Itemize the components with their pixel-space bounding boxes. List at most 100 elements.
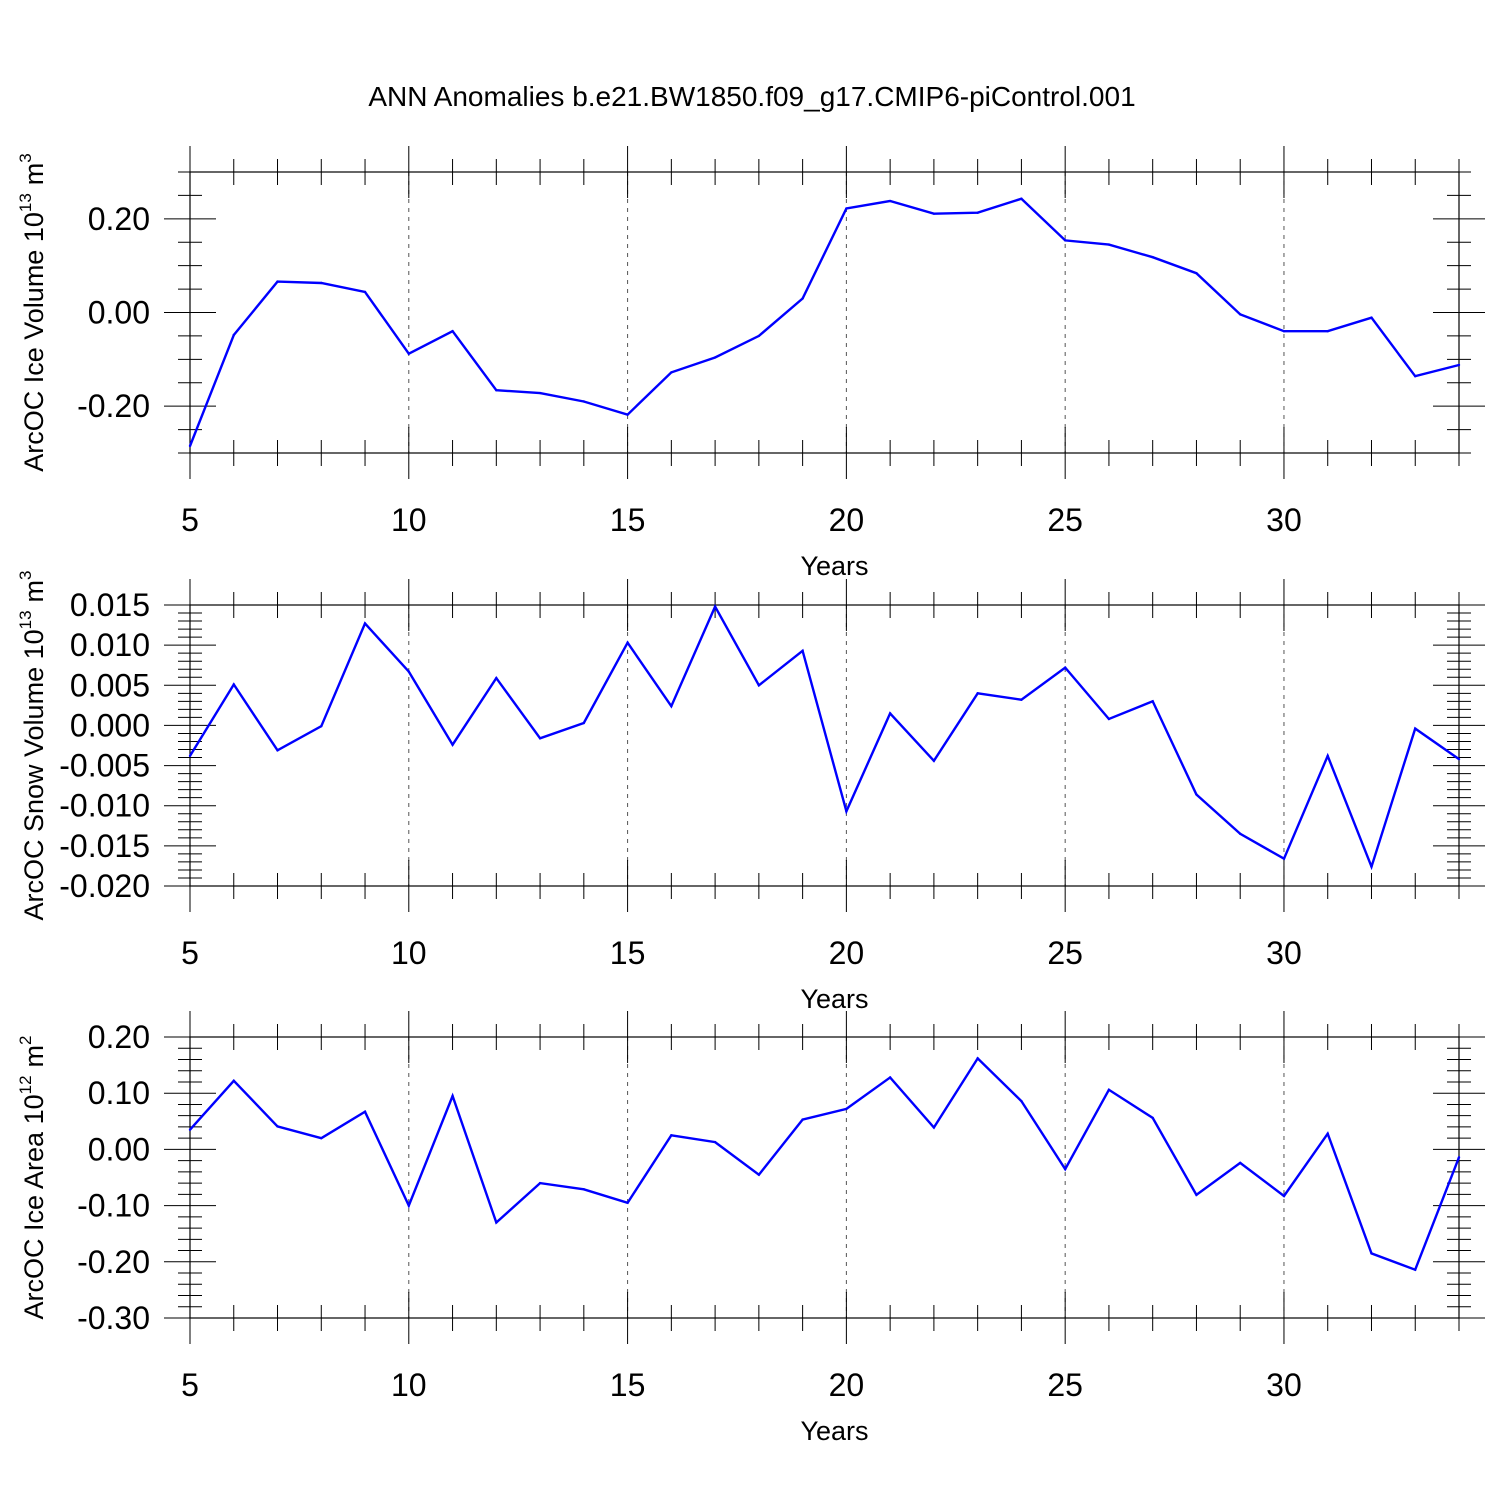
- y-tick-label: 0.010: [70, 627, 150, 663]
- data-point: [232, 333, 235, 337]
- data-point: [626, 641, 629, 644]
- data-point: [1020, 698, 1023, 701]
- y-tick-label: -0.005: [59, 748, 150, 784]
- data-point: [670, 371, 673, 374]
- data-point: [626, 1201, 629, 1204]
- data-point: [188, 754, 192, 758]
- data-point: [582, 400, 586, 403]
- x-tick-label: 20: [829, 935, 865, 971]
- data-point: [495, 1221, 498, 1224]
- x-tick-label: 15: [610, 935, 646, 971]
- data-point: [670, 1134, 673, 1137]
- data-point: [976, 1057, 979, 1060]
- data-point: [1239, 1161, 1242, 1165]
- panel-ice-volume: 5 10 15 20 25 30 -0.20 0.00 0.20 Years ArcOC Ice V…: [16, 146, 1485, 581]
- x-tick-label: 30: [1266, 935, 1302, 971]
- y-tick-label: 0.00: [88, 295, 150, 331]
- data-point: [1151, 700, 1154, 703]
- data-point: [582, 1188, 586, 1191]
- data-point: [932, 1126, 936, 1129]
- data-point: [1063, 1167, 1067, 1171]
- x-tick-label: 25: [1047, 935, 1083, 971]
- data-point: [976, 692, 979, 695]
- y-axis-label-unit-exponent: 3: [16, 570, 35, 579]
- data-point: [757, 1173, 761, 1176]
- y-tick-label: 0.10: [88, 1075, 150, 1111]
- plot-frame: [189, 171, 1460, 454]
- data-point: [757, 334, 761, 338]
- y-axis-label: ArcOC Ice Volume 1013 m3: [16, 153, 49, 472]
- data-point: [1107, 717, 1111, 721]
- data-point: [1063, 666, 1067, 669]
- y-tick-label: -0.30: [77, 1300, 150, 1336]
- data-point: [888, 199, 892, 203]
- y-tick-label: 0.005: [70, 667, 150, 703]
- x-tick-label: 30: [1266, 502, 1302, 538]
- x-tick-label: 10: [391, 935, 427, 971]
- data-point: [538, 391, 542, 395]
- data-point: [1151, 1116, 1154, 1120]
- data-point: [407, 670, 410, 673]
- data-point: [1195, 1193, 1198, 1197]
- panel-snow-volume: 5 10 15 20 25 30 -0.020 -0.015 -0.010 -0.005 0.000…: [16, 570, 1485, 1014]
- x-axis-label: Years: [800, 984, 868, 1014]
- x-tick-label: 30: [1266, 1367, 1302, 1403]
- main-title: ANN Anomalies b.e21.BW1850.f09_g17.CMIP6…: [368, 81, 1135, 112]
- data-point: [1107, 243, 1111, 246]
- series-line-ice-volume: [188, 197, 1460, 447]
- data-point: [1414, 1268, 1417, 1271]
- data-point: [1457, 757, 1461, 761]
- data-point: [232, 683, 235, 686]
- y-axis-label-text: ArcOC Snow Volume 10: [19, 629, 49, 920]
- y-tick-label: -0.20: [77, 388, 150, 424]
- data-point: [232, 1079, 235, 1083]
- data-point: [713, 1140, 717, 1144]
- plot-frame: [189, 604, 1460, 887]
- data-point: [276, 749, 279, 752]
- series-line-ice-area: [189, 1056, 1461, 1272]
- x-tick-label: 10: [391, 502, 427, 538]
- data-point: [1239, 832, 1242, 836]
- x-tick-label: 15: [610, 502, 646, 538]
- data-point: [1020, 1099, 1023, 1103]
- data-point: [320, 281, 323, 285]
- y-axis-label-unit-exponent: 3: [16, 153, 35, 162]
- data-point: [1326, 330, 1329, 333]
- x-axis-label: Years: [800, 1416, 868, 1446]
- data-point: [1282, 857, 1286, 860]
- data-point: [363, 290, 367, 294]
- x-tick-label: 20: [829, 1367, 865, 1403]
- data-point: [932, 212, 936, 215]
- y-axis-label-exponent: 13: [16, 193, 35, 212]
- data-point: [801, 1118, 804, 1121]
- data-point: [888, 712, 892, 715]
- x-tick-label: 5: [181, 1367, 199, 1403]
- data-point: [1282, 1194, 1286, 1198]
- data-point: [626, 413, 629, 416]
- x-tick-label: 20: [829, 502, 865, 538]
- y-tick-label: 0.000: [70, 707, 150, 743]
- data-point: [276, 1125, 279, 1128]
- data-point: [932, 759, 936, 762]
- data-point: [320, 725, 323, 728]
- y-axis-label-exponent: 13: [16, 610, 35, 629]
- data-point: [1020, 197, 1023, 200]
- data-point: [1239, 313, 1242, 316]
- data-point: [495, 389, 498, 392]
- data-point: [188, 444, 192, 448]
- data-point: [495, 676, 498, 680]
- x-tick-label: 25: [1047, 1367, 1083, 1403]
- data-point: [1063, 239, 1067, 242]
- y-tick-label: 0.20: [88, 201, 150, 237]
- x-tick-label: 10: [391, 1367, 427, 1403]
- data-point: [1370, 865, 1373, 868]
- data-point: [1107, 1088, 1111, 1092]
- y-axis-label-unit: m: [19, 163, 49, 186]
- plot-frame: [189, 1036, 1460, 1319]
- data-point: [1326, 754, 1329, 758]
- data-point: [845, 1107, 848, 1111]
- y-axis-label-text: ArcOC Ice Volume 10: [19, 212, 49, 472]
- y-axis-label: ArcOC Snow Volume 1013 m3: [16, 570, 49, 920]
- data-point: [407, 352, 410, 355]
